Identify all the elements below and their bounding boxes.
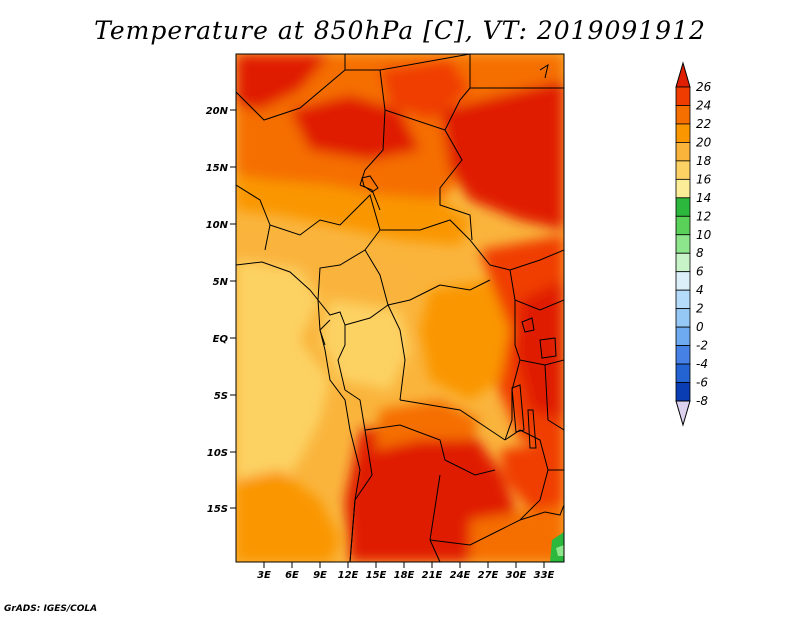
colorbar-swatch [675, 178, 691, 199]
colorbar-label: 6 [696, 265, 704, 279]
lake-tanganyika [511, 384, 525, 433]
colorbar-cap-bottom [675, 400, 691, 427]
colorbar-swatch [675, 308, 691, 328]
colorbar-swatch [675, 197, 691, 217]
lake-victoria [539, 337, 557, 359]
lake-chad [361, 175, 379, 193]
colorbar-label: -4 [696, 357, 708, 371]
latitude-axis: 20N 15N 10N 5N EQ 5S 10S 15S [206, 106, 236, 515]
map-frame [235, 53, 565, 563]
colorbar-swatch [675, 234, 691, 254]
colorbar-label: 4 [696, 283, 704, 297]
colorbar-swatch [675, 123, 691, 143]
colorbar-swatch [675, 105, 691, 125]
lon-label: 15E [366, 570, 387, 581]
lat-label: 15N [206, 163, 229, 174]
colorbar-cap-top [675, 61, 691, 88]
colorbar-swatch [675, 271, 691, 291]
lat-label: 15S [207, 504, 228, 515]
colorbar-label: 22 [696, 117, 711, 131]
colorbar-label: 24 [696, 98, 711, 112]
longitude-axis: 3E 6E 9E 12E 15E 18E 21E 24E 27E 30E 33E [257, 562, 555, 581]
colorbar-label: 26 [696, 80, 712, 94]
lat-label: 5S [214, 391, 228, 402]
colorbar-label: 14 [696, 191, 711, 205]
colorbar-label: 16 [696, 172, 712, 186]
colorbar-label: -8 [696, 394, 708, 408]
lon-label: 12E [338, 570, 359, 581]
colorbar-label: 18 [696, 154, 712, 168]
colorbar-label: 20 [696, 135, 712, 149]
colorbar-swatch [675, 363, 691, 383]
lat-label: EQ [213, 334, 229, 345]
lake-albert [521, 317, 535, 333]
colorbar-label: 12 [696, 209, 711, 223]
colorbar-label: -6 [696, 376, 708, 390]
colorbar-swatch [675, 160, 691, 180]
lat-label: 20N [206, 106, 229, 117]
lon-label: 24E [450, 570, 471, 581]
lat-label: 10S [207, 448, 228, 459]
grads-credit: GrADS: IGES/COLA [4, 604, 98, 614]
colorbar-label: -2 [696, 339, 708, 353]
lon-label: 30E [506, 570, 527, 581]
lon-label: 3E [257, 570, 271, 581]
colorbar-label: 10 [696, 228, 712, 242]
country-borders [236, 54, 564, 562]
lon-label: 18E [394, 570, 415, 581]
colorbar-swatch [675, 326, 691, 346]
nile-delta [539, 63, 549, 79]
colorbar-swatch [675, 252, 691, 273]
colorbar-label: 8 [696, 246, 704, 260]
lon-label: 33E [534, 570, 555, 581]
colorbar-swatch [675, 215, 691, 236]
lon-label: 6E [285, 570, 299, 581]
colorbar-label: 0 [696, 320, 704, 334]
lake-malawi [527, 409, 537, 449]
lon-label: 27E [478, 570, 499, 581]
lat-label: 10N [206, 220, 229, 231]
temperature-field [236, 54, 564, 562]
colorbar-swatch [675, 382, 691, 402]
lon-label: 21E [422, 570, 443, 581]
colorbar-swatch [675, 142, 691, 162]
lon-label: 9E [313, 570, 327, 581]
colorbar-swatch [675, 86, 691, 106]
colorbar-label: 2 [696, 302, 704, 316]
map-title: Temperature at 850hPa [C], VT: 201909191… [94, 16, 706, 45]
lakes [361, 175, 557, 449]
colorbar-swatch [675, 345, 691, 365]
colorbar-swatch [675, 289, 691, 310]
lat-label: 5N [213, 277, 229, 288]
